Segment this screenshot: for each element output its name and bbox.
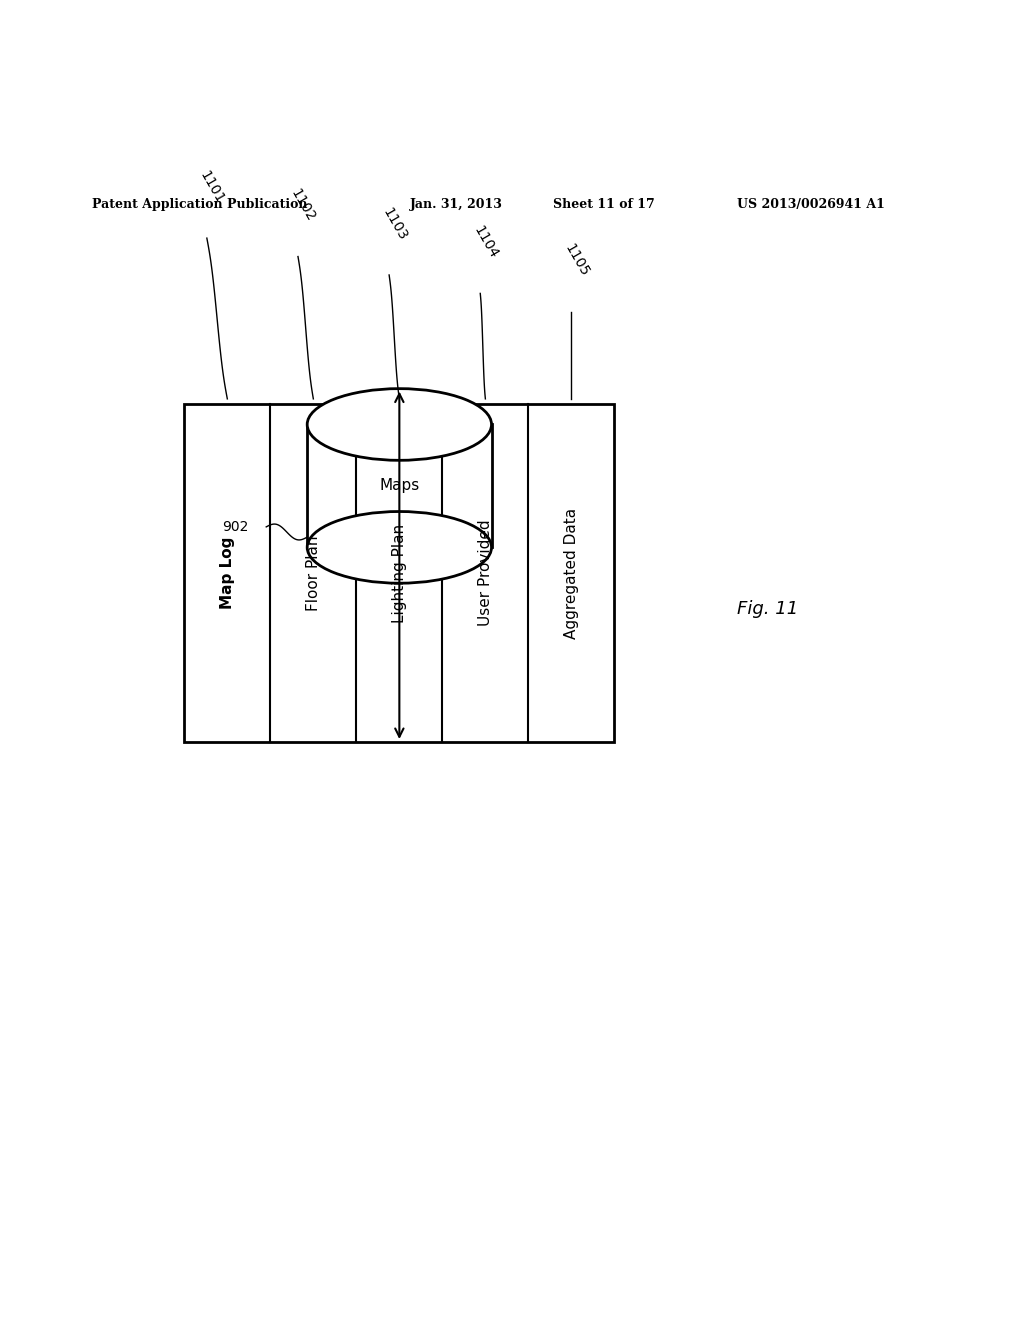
Text: 1105: 1105 xyxy=(561,242,592,280)
FancyBboxPatch shape xyxy=(184,404,614,742)
Text: Jan. 31, 2013: Jan. 31, 2013 xyxy=(410,198,503,211)
Text: 1104: 1104 xyxy=(470,223,501,261)
Ellipse shape xyxy=(307,388,492,461)
Text: US 2013/0026941 A1: US 2013/0026941 A1 xyxy=(737,198,885,211)
Text: Maps: Maps xyxy=(379,478,420,494)
Text: Sheet 11 of 17: Sheet 11 of 17 xyxy=(553,198,654,211)
Text: 902: 902 xyxy=(222,520,249,533)
Text: Floor Plan: Floor Plan xyxy=(306,535,321,611)
Text: 1103: 1103 xyxy=(379,205,410,243)
Text: Aggregated Data: Aggregated Data xyxy=(564,507,579,639)
Text: 1102: 1102 xyxy=(288,186,318,224)
Ellipse shape xyxy=(307,512,492,583)
Text: Fig. 11: Fig. 11 xyxy=(737,599,799,618)
Text: Lighting Plan: Lighting Plan xyxy=(392,524,407,623)
Text: Patent Application Publication: Patent Application Publication xyxy=(92,198,307,211)
Text: Map Log: Map Log xyxy=(220,537,234,609)
Text: 1101: 1101 xyxy=(197,168,227,206)
Text: User Provided: User Provided xyxy=(478,520,493,626)
FancyBboxPatch shape xyxy=(307,425,492,548)
